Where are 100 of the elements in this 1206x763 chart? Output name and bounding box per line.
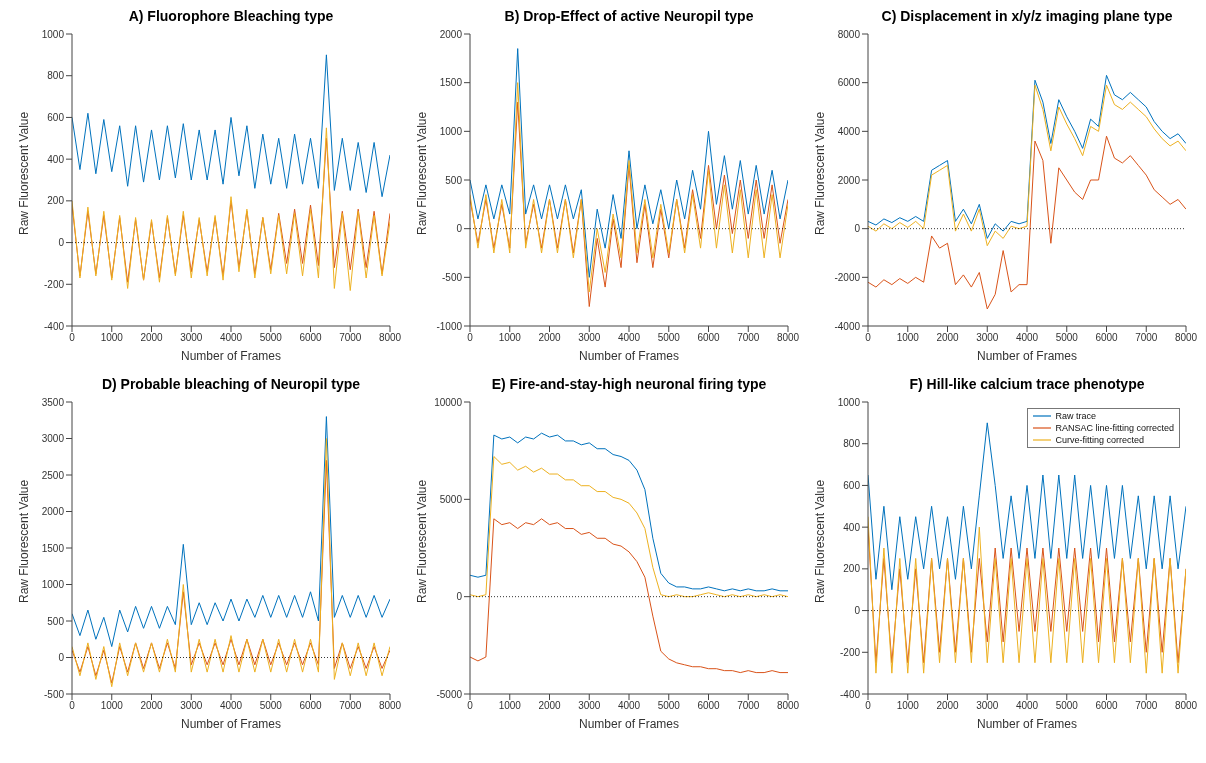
line-series: [470, 432, 788, 592]
y-tick-label: 1000: [41, 28, 65, 40]
x-tick-label: 3000: [976, 332, 999, 344]
line-series: [470, 456, 788, 598]
x-tick-label: 1000: [896, 332, 920, 344]
x-tick-label: 7000: [737, 332, 760, 344]
x-tick-label: 4000: [1015, 332, 1039, 344]
y-tick-label: 1500: [41, 542, 65, 554]
x-tick-label: 0: [865, 700, 872, 712]
x-tick-label: 0: [865, 332, 872, 344]
x-tick-label: 8000: [1174, 700, 1198, 712]
x-tick-label: 0: [467, 332, 474, 344]
x-tick-label: 8000: [776, 332, 800, 344]
legend-label: Curve-fitting corrected: [1055, 434, 1144, 446]
x-tick-label: 4000: [219, 700, 243, 712]
x-tick-label: 5000: [657, 700, 681, 712]
x-tick-label: 0: [69, 700, 76, 712]
x-axis-title: Number of Frames: [976, 349, 1078, 363]
x-tick-label: 6000: [1095, 700, 1119, 712]
y-tick-label: 2000: [439, 28, 463, 40]
x-tick-label: 2000: [538, 332, 562, 344]
x-tick-label: 4000: [617, 700, 641, 712]
x-tick-label: 5000: [1055, 332, 1079, 344]
y-tick-label: 800: [843, 438, 861, 450]
y-tick-label: 10000: [434, 396, 463, 408]
x-tick-label: 4000: [219, 332, 243, 344]
x-tick-label: 3000: [976, 700, 999, 712]
y-tick-label: 8000: [837, 28, 861, 40]
y-tick-label: 1000: [837, 396, 861, 408]
x-tick-label: 7000: [1135, 332, 1158, 344]
x-tick-label: 6000: [299, 700, 323, 712]
y-tick-label: -400: [839, 688, 861, 700]
legend-label: Raw trace: [1055, 410, 1096, 422]
chart-title: B) Drop-Effect of active Neuropil type: [503, 8, 755, 26]
x-tick-label: 5000: [657, 332, 681, 344]
x-axis-title: Number of Frames: [180, 717, 282, 731]
x-tick-label: 5000: [1055, 700, 1079, 712]
x-tick-label: 7000: [1135, 700, 1158, 712]
x-axis-title: Number of Frames: [578, 717, 680, 731]
y-tick-label: 4000: [837, 125, 861, 137]
y-tick-label: 2000: [837, 174, 861, 186]
line-series: [470, 518, 788, 674]
y-tick-label: 400: [47, 153, 65, 165]
y-tick-label: 0: [58, 652, 65, 664]
x-tick-label: 6000: [299, 332, 323, 344]
y-tick-label: 600: [843, 479, 861, 491]
x-tick-label: 2000: [538, 700, 562, 712]
x-axis-title: Number of Frames: [976, 717, 1078, 731]
y-tick-label: 0: [58, 237, 65, 249]
y-tick-label: 3500: [41, 396, 65, 408]
x-tick-label: 7000: [737, 700, 760, 712]
x-tick-label: 7000: [339, 332, 362, 344]
y-tick-label: 500: [445, 174, 463, 186]
y-tick-label: 5000: [439, 493, 463, 505]
x-tick-label: 5000: [259, 332, 283, 344]
y-axis-title: Raw Fluorescent Value: [813, 479, 828, 603]
y-tick-label: -2000: [834, 271, 861, 283]
line-series: [72, 54, 390, 198]
x-tick-label: 3000: [578, 332, 601, 344]
x-tick-label: 5000: [259, 700, 283, 712]
x-tick-label: 3000: [180, 700, 203, 712]
x-tick-label: 4000: [1015, 700, 1039, 712]
chart-title: D) Probable bleaching of Neuropil type: [100, 376, 362, 394]
x-tick-label: 8000: [378, 700, 402, 712]
y-tick-label: -200: [43, 278, 65, 290]
y-tick-label: 6000: [837, 77, 861, 89]
y-axis-title: Raw Fluorescent Value: [813, 111, 828, 235]
y-tick-label: 1500: [439, 77, 463, 89]
x-tick-label: 8000: [1174, 332, 1198, 344]
y-tick-label: 400: [843, 521, 861, 533]
x-axis-title: Number of Frames: [180, 349, 282, 363]
y-axis-title: Raw Fluorescent Value: [17, 479, 32, 603]
y-tick-label: 2000: [41, 506, 65, 518]
x-tick-label: 6000: [1095, 332, 1119, 344]
y-tick-label: 3000: [41, 433, 65, 445]
x-tick-label: 8000: [776, 700, 800, 712]
x-tick-label: 6000: [697, 700, 721, 712]
y-tick-label: 2500: [41, 469, 65, 481]
chart-title: C) Displacement in x/y/z imaging plane type: [880, 8, 1174, 26]
x-tick-label: 2000: [936, 332, 960, 344]
y-tick-label: 0: [854, 605, 861, 617]
x-tick-label: 4000: [617, 332, 641, 344]
x-tick-label: 1000: [498, 700, 522, 712]
x-tick-label: 2000: [936, 700, 960, 712]
y-tick-label: -500: [441, 271, 463, 283]
x-tick-label: 2000: [140, 332, 164, 344]
x-tick-label: 0: [69, 332, 76, 344]
line-series: [470, 82, 788, 293]
y-tick-label: 0: [854, 223, 861, 235]
y-tick-label: 1000: [41, 579, 65, 591]
y-tick-label: 800: [47, 70, 65, 82]
x-tick-label: 8000: [378, 332, 402, 344]
x-tick-label: 1000: [498, 332, 522, 344]
line-series: [72, 416, 390, 648]
y-tick-label: 200: [843, 563, 861, 575]
y-tick-label: 600: [47, 111, 65, 123]
chart-title: F) Hill-like calcium trace phenotype: [908, 376, 1146, 394]
x-tick-label: 6000: [697, 332, 721, 344]
x-tick-label: 7000: [339, 700, 362, 712]
x-tick-label: 2000: [140, 700, 164, 712]
